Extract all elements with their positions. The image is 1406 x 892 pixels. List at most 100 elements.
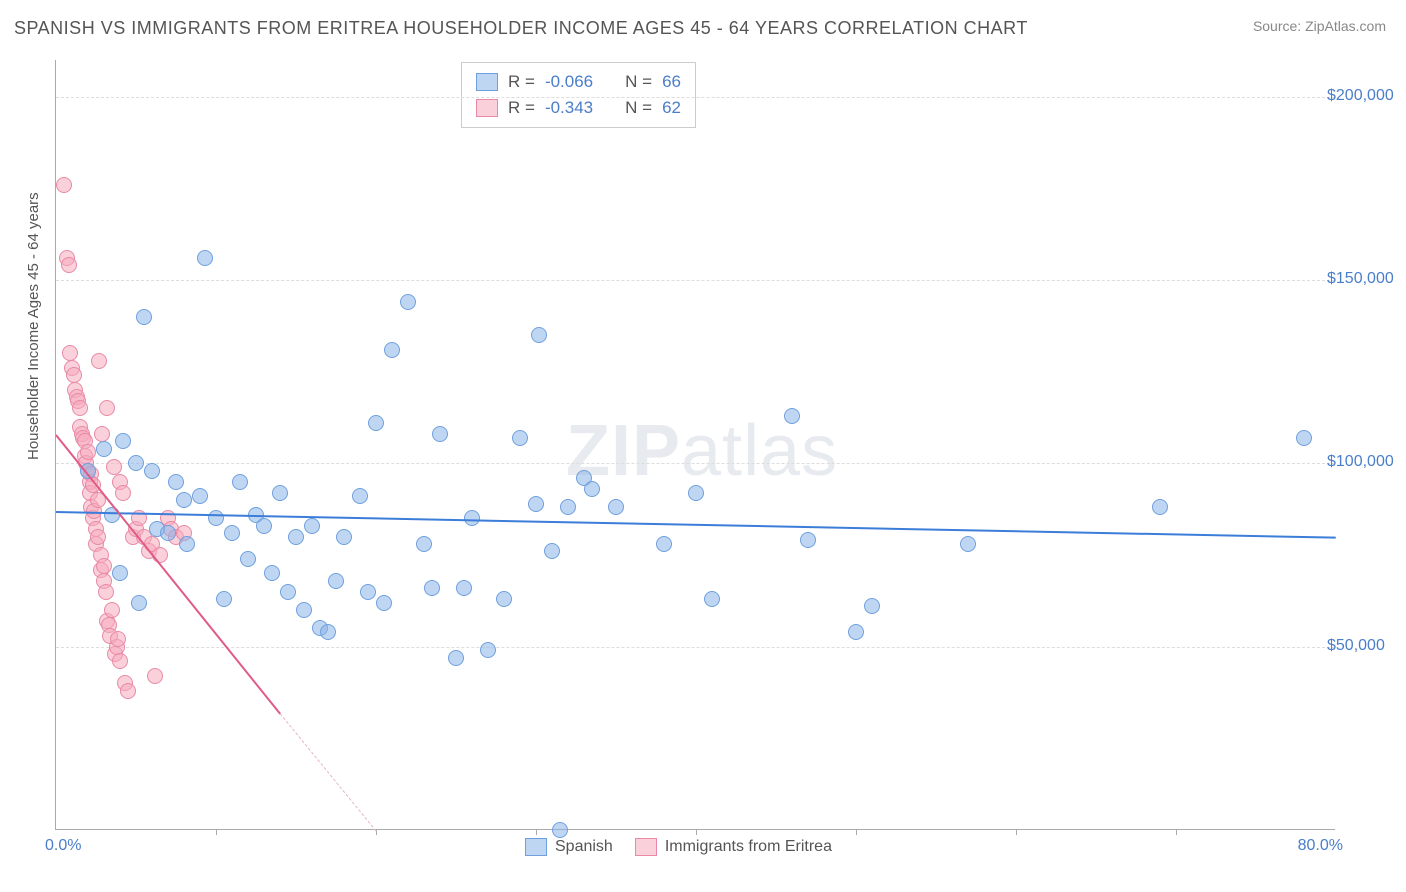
legend-row: R =-0.066N =66: [476, 69, 681, 95]
pink-point: [104, 602, 120, 618]
legend-item-pink: Immigrants from Eritrea: [635, 838, 832, 856]
legend-series: Spanish Immigrants from Eritrea: [525, 838, 832, 856]
legend-swatch-pink: [476, 99, 498, 117]
blue-point: [352, 488, 368, 504]
blue-point: [360, 584, 376, 600]
blue-point: [216, 591, 232, 607]
blue-point: [656, 536, 672, 552]
legend-item-blue: Spanish: [525, 838, 613, 856]
watermark: ZIPatlas: [566, 410, 838, 492]
blue-point: [328, 573, 344, 589]
legend-r-label: R =: [508, 72, 535, 92]
pink-point: [120, 683, 136, 699]
blue-point: [272, 485, 288, 501]
chart-container: SPANISH VS IMMIGRANTS FROM ERITREA HOUSE…: [0, 0, 1406, 892]
blue-point: [197, 250, 213, 266]
legend-n-label: N =: [625, 72, 652, 92]
blue-point: [264, 565, 280, 581]
y-axis-label: Householder Income Ages 45 - 64 years: [25, 192, 42, 460]
blue-point: [192, 488, 208, 504]
blue-point: [544, 543, 560, 559]
blue-point: [160, 525, 176, 541]
legend-row: R = -0.343 N = 62: [476, 95, 681, 121]
blue-point: [296, 602, 312, 618]
blue-point: [496, 591, 512, 607]
blue-point: [424, 580, 440, 596]
blue-point: [552, 822, 568, 838]
pink-point: [66, 367, 82, 383]
watermark-light: atlas: [681, 411, 838, 491]
gridline: [56, 463, 1335, 464]
pink-point: [80, 444, 96, 460]
blue-point: [136, 309, 152, 325]
blue-point: [688, 485, 704, 501]
pink-point: [106, 459, 122, 475]
pink-point: [115, 485, 131, 501]
blue-point: [168, 474, 184, 490]
x-axis-max-label: 80.0%: [1298, 837, 1343, 855]
blue-point: [115, 433, 131, 449]
legend-correlation: R =-0.066N =66R =-0.343N =62: [461, 62, 696, 128]
pink-point: [94, 426, 110, 442]
blue-point: [416, 536, 432, 552]
y-tick-label: $150,000: [1327, 270, 1406, 288]
blue-point: [531, 327, 547, 343]
blue-point: [1152, 499, 1168, 515]
blue-point: [112, 565, 128, 581]
trend-line: [280, 713, 377, 831]
legend-r-value: -0.343: [545, 98, 593, 118]
blue-point: [1296, 430, 1312, 446]
x-tick: [216, 829, 217, 835]
blue-point: [448, 650, 464, 666]
legend-n-label: N =: [625, 98, 652, 118]
plot-area: ZIPatlas R =-0.066N =66R =-0.343N =62 $5…: [55, 60, 1335, 830]
blue-point: [784, 408, 800, 424]
blue-point: [256, 518, 272, 534]
trend-line: [55, 434, 281, 714]
pink-point: [96, 558, 112, 574]
legend-swatch-blue: [476, 73, 498, 91]
legend-label: Spanish: [555, 838, 613, 856]
pink-point: [99, 400, 115, 416]
blue-point: [304, 518, 320, 534]
legend-swatch-pink: [635, 838, 657, 856]
gridline: [56, 647, 1335, 648]
x-tick: [536, 829, 537, 835]
legend-n-value: 62: [662, 98, 681, 118]
blue-point: [224, 525, 240, 541]
blue-point: [288, 529, 304, 545]
blue-point: [864, 598, 880, 614]
y-tick-label: $200,000: [1327, 87, 1406, 105]
blue-point: [704, 591, 720, 607]
blue-point: [584, 481, 600, 497]
legend-label: Immigrants from Eritrea: [665, 838, 832, 856]
blue-point: [368, 415, 384, 431]
chart-area: Householder Income Ages 45 - 64 years ZI…: [55, 60, 1335, 830]
pink-point: [72, 400, 88, 416]
legend-n-value: 66: [662, 72, 681, 92]
blue-point: [128, 455, 144, 471]
blue-point: [560, 499, 576, 515]
blue-point: [800, 532, 816, 548]
x-tick: [696, 829, 697, 835]
blue-point: [376, 595, 392, 611]
trend-line: [56, 511, 1336, 539]
blue-point: [400, 294, 416, 310]
blue-point: [848, 624, 864, 640]
pink-point: [110, 631, 126, 647]
gridline: [56, 97, 1335, 98]
legend-r-label: R =: [508, 98, 535, 118]
blue-point: [456, 580, 472, 596]
x-tick: [1016, 829, 1017, 835]
blue-point: [131, 595, 147, 611]
blue-point: [480, 642, 496, 658]
legend-swatch-blue: [525, 838, 547, 856]
blue-point: [960, 536, 976, 552]
blue-point: [320, 624, 336, 640]
blue-point: [280, 584, 296, 600]
y-tick-label: $50,000: [1327, 637, 1406, 655]
pink-point: [62, 345, 78, 361]
pink-point: [61, 257, 77, 273]
blue-point: [432, 426, 448, 442]
pink-point: [56, 177, 72, 193]
